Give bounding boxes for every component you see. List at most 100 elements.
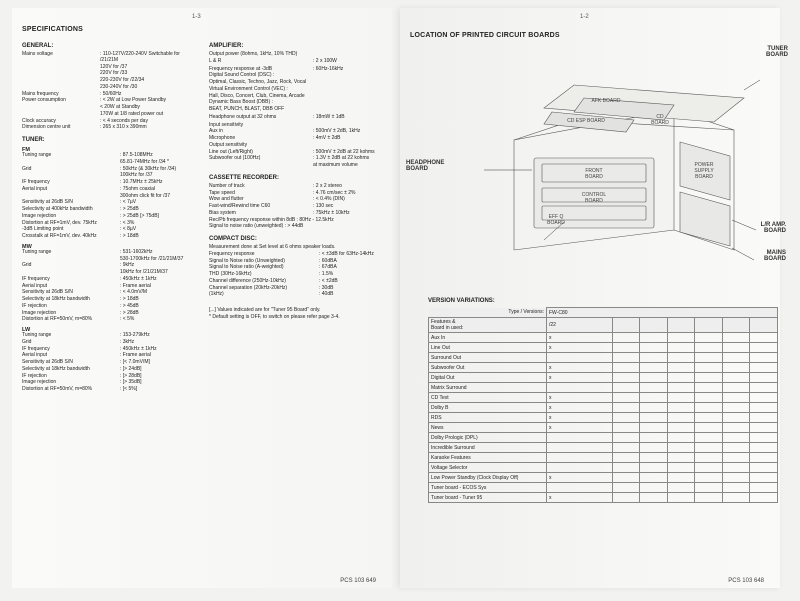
specs-col-1: GENERAL: Mains voltage: 110-127V/220-240… [22, 37, 195, 394]
afk-label: AFK BOARD [592, 98, 621, 104]
type-header: Type / Versions: [429, 308, 547, 318]
spec-label: Tuning range [22, 333, 120, 339]
feature-mark: x [547, 413, 613, 423]
spec-value: : 18mW ± 1dB [313, 115, 382, 121]
spec-label [22, 105, 100, 111]
general-heading: GENERAL: [22, 43, 195, 49]
feature-name: Dolby Prologic (DPL) [429, 433, 547, 443]
spec-row: 530-1700kHz for /21/21M/37 [22, 257, 195, 263]
spec-row: at maximum volume [209, 163, 382, 169]
spec-label: IF rejection [22, 304, 120, 310]
pcb-title: LOCATION OF PRINTED CIRCUIT BOARDS [410, 32, 770, 39]
spec-value: : < 5% [120, 317, 195, 323]
feature-mark: x [547, 493, 613, 503]
table-row: Line Outx [429, 343, 778, 353]
cassette-heading: CASSETTE RECORDER: [209, 175, 382, 181]
spec-label: Selectivity at 18kHz bandwidth [22, 297, 120, 303]
spec-value: : < ±3dB for 63Hz-14kHz [319, 252, 382, 258]
spec-label: Headphone output at 32 ohms [209, 115, 313, 121]
feature-name: Matrix Surround [429, 383, 547, 393]
spec-row: Dimension centre unit: 265 x 310 x 390mm [22, 125, 195, 131]
feature-name: Incredible Surround [429, 443, 547, 453]
pcb-svg: AFK BOARD CD ESP BOARD CD BOARD FRONT BO… [444, 50, 764, 284]
spec-row: Image rejection: > 25dB [> 75dB] [22, 214, 195, 220]
feature-name: RDS [429, 413, 547, 423]
spec-value: at maximum volume [313, 163, 382, 169]
spec-row: Grid: 50kHz (& 30kHz for /34) [22, 167, 195, 173]
feature-name: Digital Out [429, 373, 547, 383]
feature-mark [547, 353, 613, 363]
spec-row: IF frequency: 450kHz ± 1kHz [22, 347, 195, 353]
feature-name: Subwoofer Out [429, 363, 547, 373]
table-row: Karaoke Features [429, 453, 778, 463]
table-row: Dolby Bx [429, 403, 778, 413]
spec-value: : [> 24dB] [120, 367, 195, 373]
svg-text:BOARD: BOARD [695, 174, 713, 180]
feature-mark: x [547, 373, 613, 383]
spec-row: 220-230V for /22/34 [22, 78, 195, 84]
feature-name: Line Out [429, 343, 547, 353]
feat-header: Features &Board in used: [429, 318, 547, 333]
feature-mark [547, 453, 613, 463]
feature-mark: x [547, 403, 613, 413]
spec-value: : 60Hz-16kHz [313, 67, 382, 73]
feature-mark [547, 483, 613, 493]
spec-row: Selectivity at 400kHz bandwidth: > 25dB [22, 207, 195, 213]
spec-label: Grid [22, 167, 120, 173]
spec-row-full: Signal to noise ratio (unweighted) : > 4… [209, 224, 382, 230]
spec-label: Subwoofer out (100Hz) [209, 156, 313, 162]
feature-mark: x [547, 363, 613, 373]
table-row: Incredible Surround [429, 443, 778, 453]
feature-mark [547, 463, 613, 473]
footer-right: PCS 103 648 [728, 578, 764, 584]
versions-section: VERSION VARIATIONS: Type / Versions: FW-… [428, 298, 778, 503]
table-row: Surround Out [429, 353, 778, 363]
spec-label: Power consumption [22, 98, 100, 104]
feature-name: Surround Out [429, 353, 547, 363]
spec-label [22, 270, 120, 276]
svg-text:BOARD: BOARD [547, 220, 565, 226]
spec-label: Selectivity at 18kHz bandwidth [22, 367, 120, 373]
spec-value: : < ±2dB [319, 279, 382, 285]
spec-label: IF frequency [22, 277, 120, 283]
spec-value: : > 25dB [> 75dB] [120, 214, 195, 220]
spec-row-full: Measurement done at Set level at 6 ohms … [209, 245, 382, 251]
spec-value: 65.81-74MHz for /34 * [120, 160, 195, 166]
svg-text:BOARD: BOARD [651, 120, 669, 126]
spec-label: THD (30Hz-16kHz) [209, 272, 319, 278]
page-1-3: 1-3 SPECIFICATIONS GENERAL: Mains voltag… [12, 8, 392, 588]
table-row: Newsx [429, 423, 778, 433]
spec-value: : 75kHz ± 10kHz [313, 211, 382, 217]
spec-label [22, 160, 120, 166]
amp-heading: AMPLIFIER: [209, 43, 382, 49]
spec-label [22, 112, 100, 118]
svg-text:BOARD: BOARD [585, 174, 603, 180]
spec-row: Frequency response: < ±3dB for 63Hz-14kH… [209, 252, 382, 258]
spec-value: : 10.7MHz ± 25kHz [120, 180, 195, 186]
feature-name: News [429, 423, 547, 433]
specs-columns: GENERAL: Mains voltage: 110-127V/220-240… [22, 37, 382, 394]
spec-value: 220-230V for /22/34 [100, 78, 195, 84]
table-row: Aux Inx [429, 333, 778, 343]
spec-value: : 450kHz ± 1kHz [120, 277, 195, 283]
spec-value: : > 18dB [120, 297, 195, 303]
spec-value: : > 25dB [120, 207, 195, 213]
spec-row-full: Virtual Environment Control (VEC) : [209, 87, 382, 93]
feature-mark [547, 433, 613, 443]
feature-name: Low Power Standby (Clock Display Off) [429, 473, 547, 483]
spec-row: Grid: 9kHz [22, 263, 195, 269]
spec-label: Image rejection [22, 214, 120, 220]
spec-label [22, 71, 100, 77]
spec-row-full: BEAT, PUNCH, BLAST, DBB OFF [209, 107, 382, 113]
table-row: Digital Outx [429, 373, 778, 383]
feature-mark: x [547, 473, 613, 483]
feature-name: Tuner board - Tuner 95 [429, 493, 547, 503]
page-number-right: 1-2 [580, 14, 589, 20]
mains-callout: MAINSBOARD [764, 250, 786, 262]
table-row: Tuner board - Tuner 95x [429, 493, 778, 503]
table-row: Voltage Selector [429, 463, 778, 473]
spec-row: Tuning range: 87.5-108MHz [22, 153, 195, 159]
spec-row: Selectivity at 18kHz bandwidth: [> 24dB] [22, 367, 195, 373]
spec-row: 230-240V for /30 [22, 85, 195, 91]
table-row: Tuner board - ECOS Sys [429, 483, 778, 493]
